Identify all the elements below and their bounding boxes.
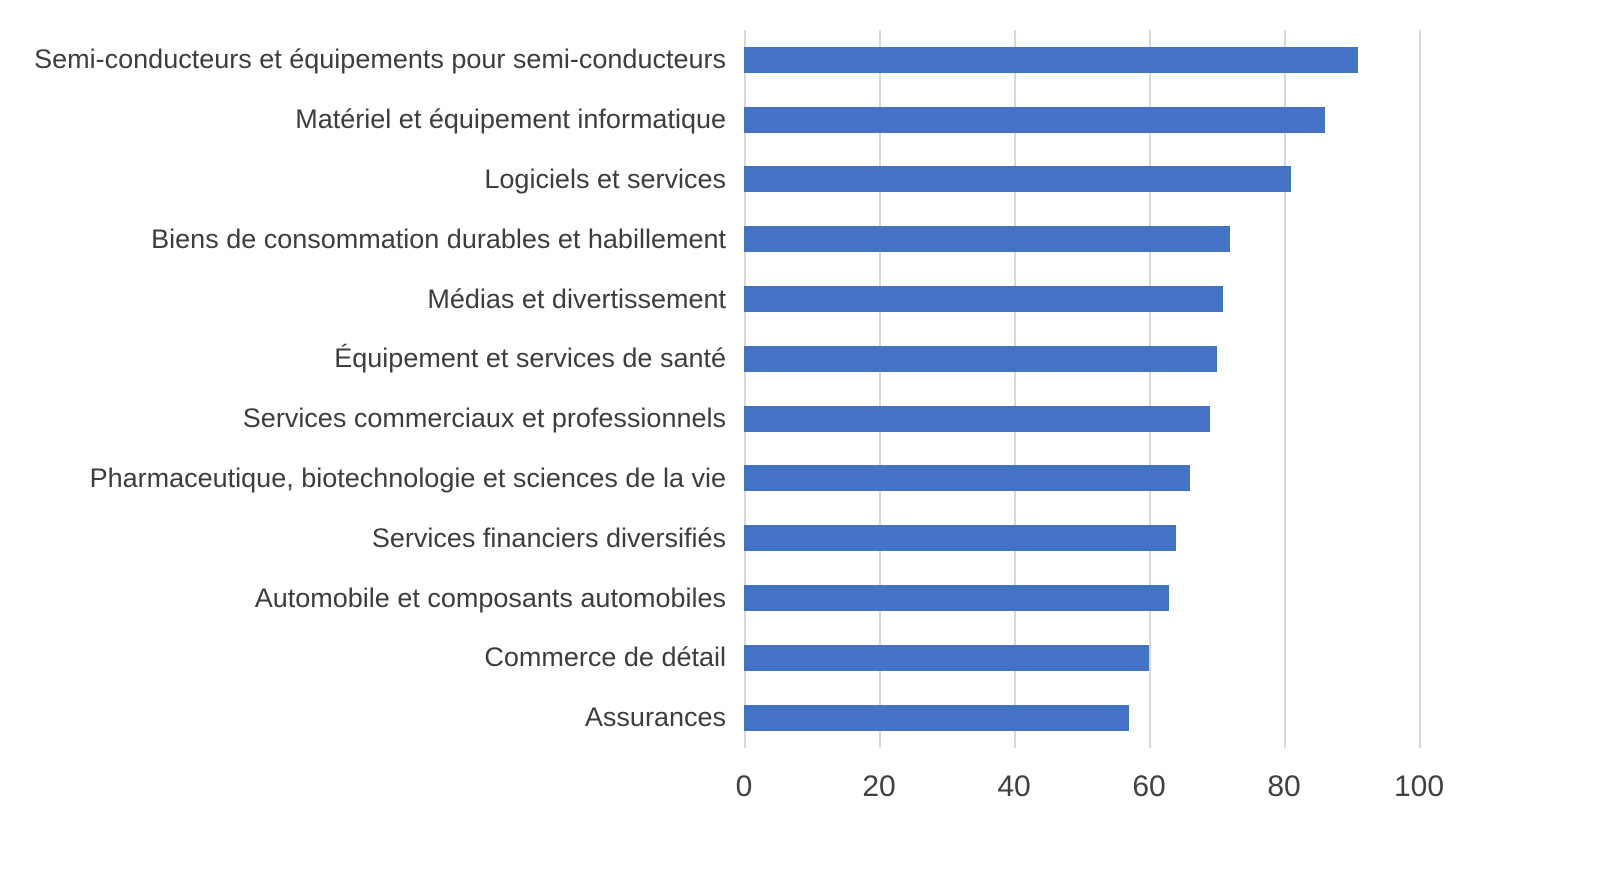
bar-row: Pharmaceutique, biotechnologie et scienc…	[0, 449, 1500, 509]
category-label: Semi-conducteurs et équipements pour sem…	[34, 44, 726, 75]
bar-row: Médias et divertissement	[0, 269, 1500, 329]
bar	[744, 166, 1291, 193]
bar	[744, 585, 1170, 612]
x-tick-label: 100	[1393, 770, 1445, 803]
category-label: Médias et divertissement	[427, 283, 726, 314]
category-label: Biens de consommation durables et habill…	[151, 223, 726, 254]
bar-track	[744, 30, 1500, 90]
bar-row: Semi-conducteurs et équipements pour sem…	[0, 30, 1500, 90]
category-label: Automobile et composants automobiles	[254, 582, 726, 613]
bar-track	[744, 389, 1500, 449]
bar-row: Assurances	[0, 688, 1500, 748]
bar	[744, 405, 1210, 432]
bar-track	[744, 628, 1500, 688]
bar-track	[744, 449, 1500, 509]
bar-track	[744, 150, 1500, 210]
chart-rows: Semi-conducteurs et équipements pour sem…	[0, 30, 1500, 748]
bar-row: Logiciels et services	[0, 150, 1500, 210]
bar-track	[744, 90, 1500, 150]
bar	[744, 704, 1129, 731]
bar-row: Équipement et services de santé	[0, 329, 1500, 389]
bar	[744, 465, 1190, 492]
category-label: Services financiers diversifiés	[371, 522, 726, 553]
bar-row: Services financiers diversifiés	[0, 508, 1500, 568]
bar	[744, 525, 1176, 552]
bar	[744, 644, 1149, 671]
x-tick-label: 0	[735, 770, 753, 803]
category-label: Commerce de détail	[484, 642, 726, 673]
bar-row: Services commerciaux et professionnels	[0, 389, 1500, 449]
bar	[744, 226, 1230, 253]
x-tick-label: 60	[1132, 770, 1166, 803]
bar	[744, 345, 1217, 372]
bar-row: Commerce de détail	[0, 628, 1500, 688]
bar-track	[744, 209, 1500, 269]
category-label: Équipement et services de santé	[334, 343, 726, 374]
category-label: Matériel et équipement informatique	[295, 104, 726, 135]
bar-track	[744, 269, 1500, 329]
bar-row: Automobile et composants automobiles	[0, 568, 1500, 628]
bar-row: Matériel et équipement informatique	[0, 90, 1500, 150]
category-label: Logiciels et services	[484, 163, 726, 194]
x-tick-label: 20	[862, 770, 896, 803]
bar-row: Biens de consommation durables et habill…	[0, 209, 1500, 269]
bar	[744, 106, 1325, 133]
x-tick-label: 40	[997, 770, 1031, 803]
bar-track	[744, 568, 1500, 628]
x-axis: 0 20 40 60 80 100	[736, 770, 1500, 814]
bar-track	[744, 688, 1500, 748]
bar	[744, 46, 1359, 73]
bar	[744, 286, 1224, 313]
category-label: Assurances	[584, 702, 726, 733]
category-label: Services commerciaux et professionnels	[242, 403, 726, 434]
x-tick-label: 80	[1267, 770, 1301, 803]
bar-track	[744, 508, 1500, 568]
bar-track	[744, 329, 1500, 389]
category-label: Pharmaceutique, biotechnologie et scienc…	[89, 462, 726, 493]
